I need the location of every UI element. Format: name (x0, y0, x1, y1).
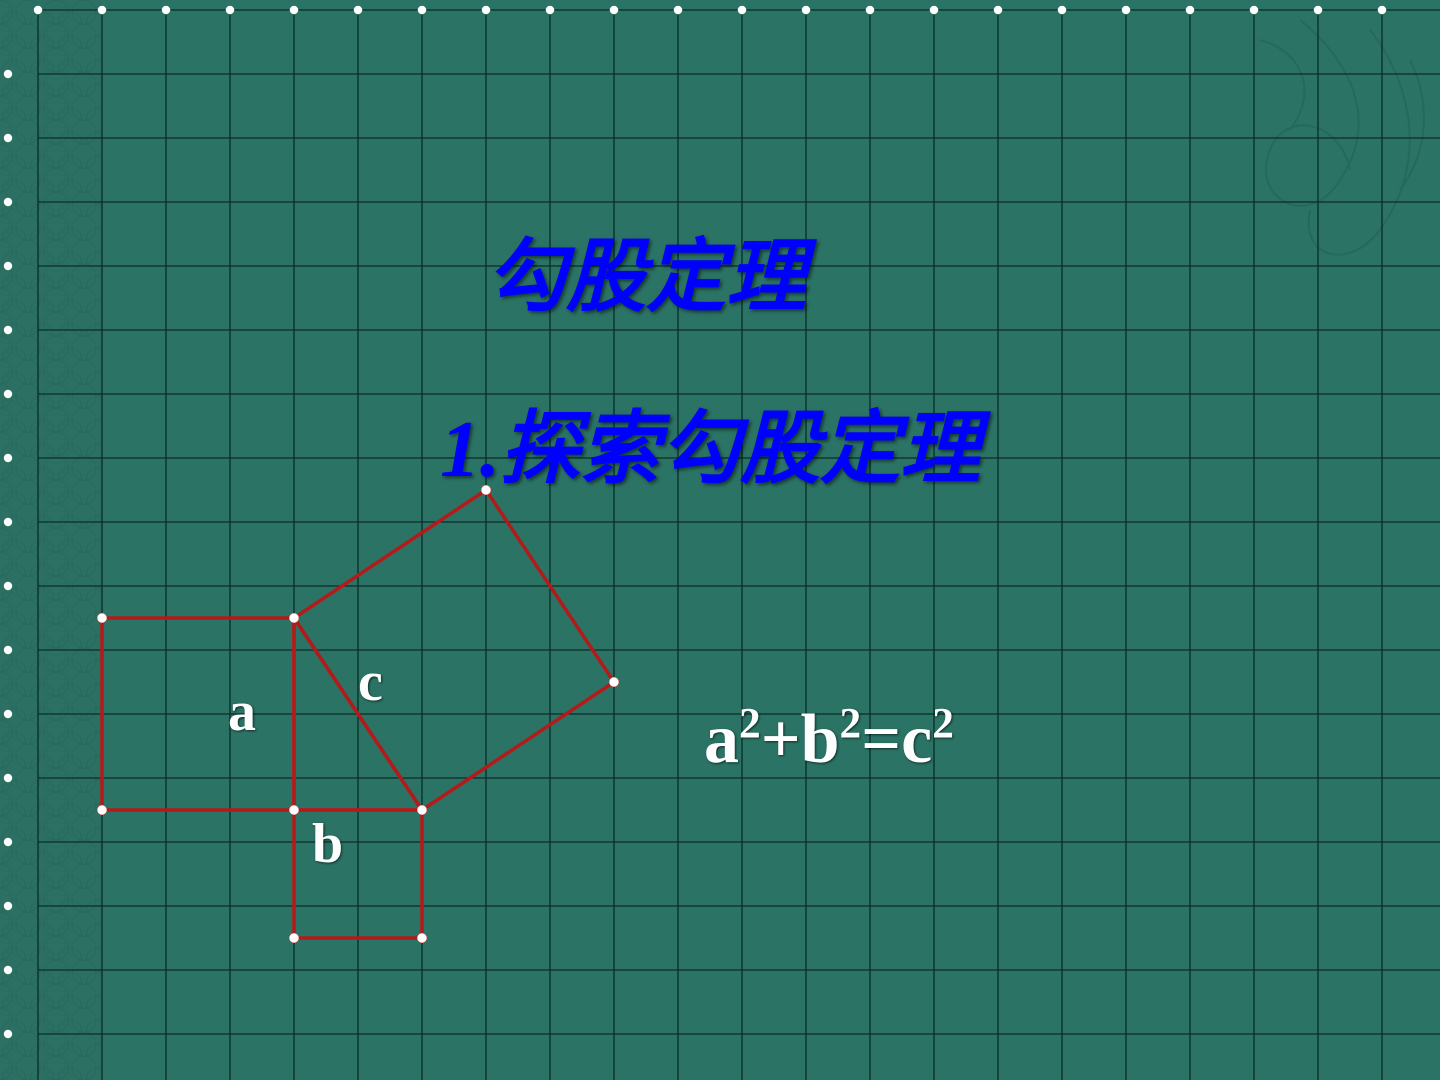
side-label-b: b (312, 812, 343, 876)
title-line-1: 勾股定理 (486, 212, 806, 328)
side-label-c: c (358, 650, 383, 714)
slide-stage: 勾股定理 1.探索勾股定理 a b c a2+b2=c2 (0, 0, 1440, 1080)
pythagorean-formula: a2+b2=c2 (704, 700, 954, 780)
background-layer (0, 0, 1440, 1080)
side-label-a: a (228, 680, 256, 744)
title-line-2: 1.探索勾股定理 (440, 384, 980, 500)
